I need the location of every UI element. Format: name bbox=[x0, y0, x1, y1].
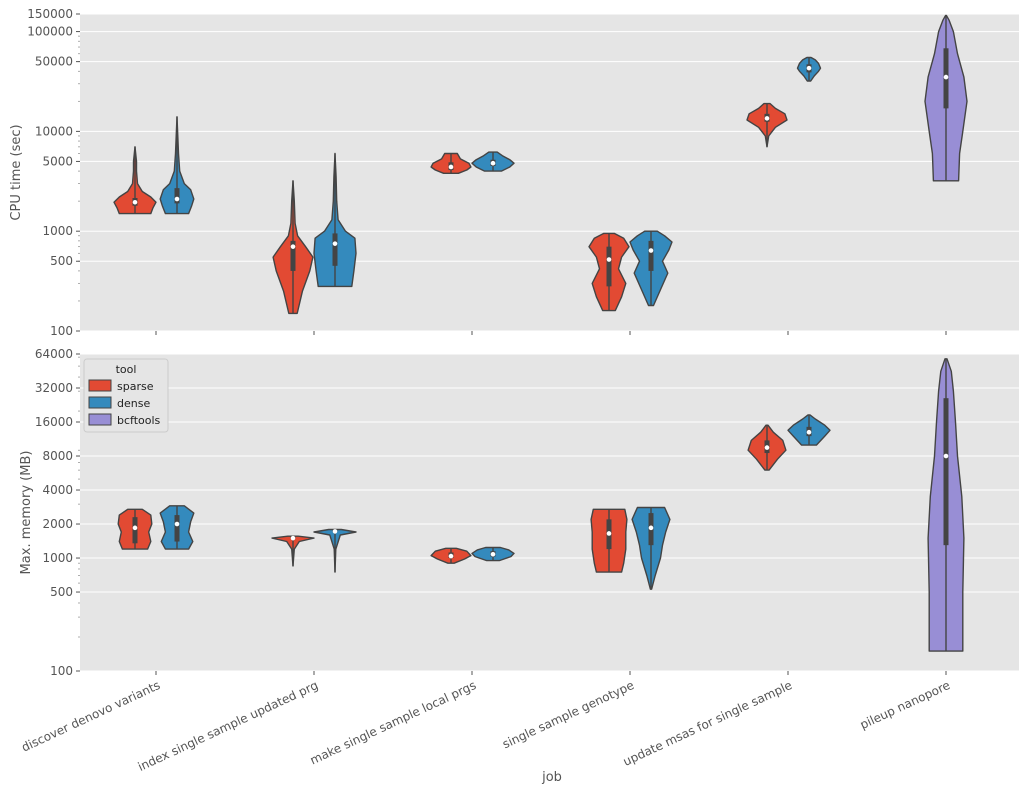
median-marker-dense bbox=[490, 160, 496, 166]
x-tick-label: discover denovo variants bbox=[19, 678, 162, 755]
legend: tool sparse dense bcftools bbox=[83, 358, 169, 433]
y-tick-label: 2000 bbox=[42, 517, 73, 531]
median-marker-sparse bbox=[132, 525, 138, 531]
y-tick-label: 64000 bbox=[35, 347, 73, 361]
y-tick-label: 100000 bbox=[27, 25, 73, 39]
iqr-box-dense bbox=[174, 515, 180, 542]
median-marker-dense bbox=[332, 529, 338, 534]
median-marker-dense bbox=[490, 551, 496, 557]
y-tick-label: 4000 bbox=[42, 483, 73, 497]
median-marker-bcftools bbox=[943, 74, 949, 80]
iqr-box-sparse bbox=[606, 246, 612, 287]
cpu-time-panel: 100 500 1000 5000 10000 50000 100000 150000 CPU … bbox=[9, 7, 1019, 338]
median-marker-dense bbox=[648, 525, 654, 531]
legend-title: tool bbox=[116, 363, 137, 376]
median-marker-sparse bbox=[764, 116, 770, 121]
iqr-box-dense bbox=[332, 233, 338, 266]
median-marker-dense bbox=[332, 241, 338, 246]
median-marker-sparse bbox=[132, 199, 138, 205]
y-tick-label: 100 bbox=[50, 324, 73, 338]
x-tick-label: single sample genotype bbox=[500, 678, 636, 751]
median-marker-sparse bbox=[606, 257, 612, 262]
y-tick-label: 32000 bbox=[35, 381, 73, 395]
median-marker-dense bbox=[174, 196, 180, 202]
median-marker-dense bbox=[648, 248, 654, 253]
x-tick-label: index single sample updated prg bbox=[136, 678, 321, 774]
legend-swatch-dense bbox=[88, 396, 112, 409]
median-marker-sparse bbox=[764, 445, 770, 450]
x-tick-label: pileup nanopore bbox=[858, 678, 952, 732]
plot-background bbox=[80, 14, 1019, 331]
median-marker-sparse bbox=[290, 244, 296, 249]
x-tick-label: update msas for single sample bbox=[621, 678, 794, 769]
y-axis-label: CPU time (sec) bbox=[9, 124, 24, 220]
y-axis-label: Max. memory (MB) bbox=[19, 451, 34, 575]
x-tick-label: make single sample local prgs bbox=[308, 678, 478, 767]
y-tick-label: 500 bbox=[50, 254, 73, 268]
median-marker-dense bbox=[806, 429, 812, 435]
median-marker-dense bbox=[806, 65, 812, 71]
y-tick-label: 50000 bbox=[35, 55, 73, 69]
iqr-box-dense bbox=[174, 188, 180, 204]
legend-label-bcftools: bcftools bbox=[117, 414, 161, 427]
y-tick-label: 500 bbox=[50, 585, 73, 599]
median-marker-sparse bbox=[448, 553, 454, 559]
legend-label-sparse: sparse bbox=[117, 380, 154, 393]
median-marker-dense bbox=[174, 521, 180, 527]
iqr-box-dense bbox=[648, 240, 654, 271]
y-tick-label: 100 bbox=[50, 664, 73, 678]
iqr-box-sparse bbox=[132, 517, 138, 544]
plot-background bbox=[80, 354, 1019, 671]
median-marker-bcftools bbox=[943, 453, 949, 459]
iqr-box-sparse bbox=[290, 240, 296, 271]
median-marker-sparse bbox=[448, 164, 454, 170]
memory-panel: 100 500 1000 2000 4000 8000 16000 32000 64000 Max… bbox=[19, 347, 1019, 678]
y-tick-label: 8000 bbox=[42, 449, 73, 463]
y-tick-label: 150000 bbox=[27, 7, 73, 21]
y-tick-label: 1000 bbox=[42, 224, 73, 238]
median-marker-sparse bbox=[290, 535, 296, 541]
y-tick-label: 16000 bbox=[35, 415, 73, 429]
legend-label-dense: dense bbox=[117, 397, 150, 410]
legend-swatch-bcftools bbox=[88, 413, 112, 426]
iqr-box-bcftools bbox=[943, 398, 949, 546]
legend-swatch-sparse bbox=[88, 379, 112, 392]
y-tick-label: 5000 bbox=[42, 154, 73, 168]
y-tick-label: 10000 bbox=[35, 124, 73, 138]
y-tick-label: 1000 bbox=[42, 551, 73, 565]
median-marker-sparse bbox=[606, 531, 612, 536]
x-axis-label: job bbox=[541, 770, 562, 785]
